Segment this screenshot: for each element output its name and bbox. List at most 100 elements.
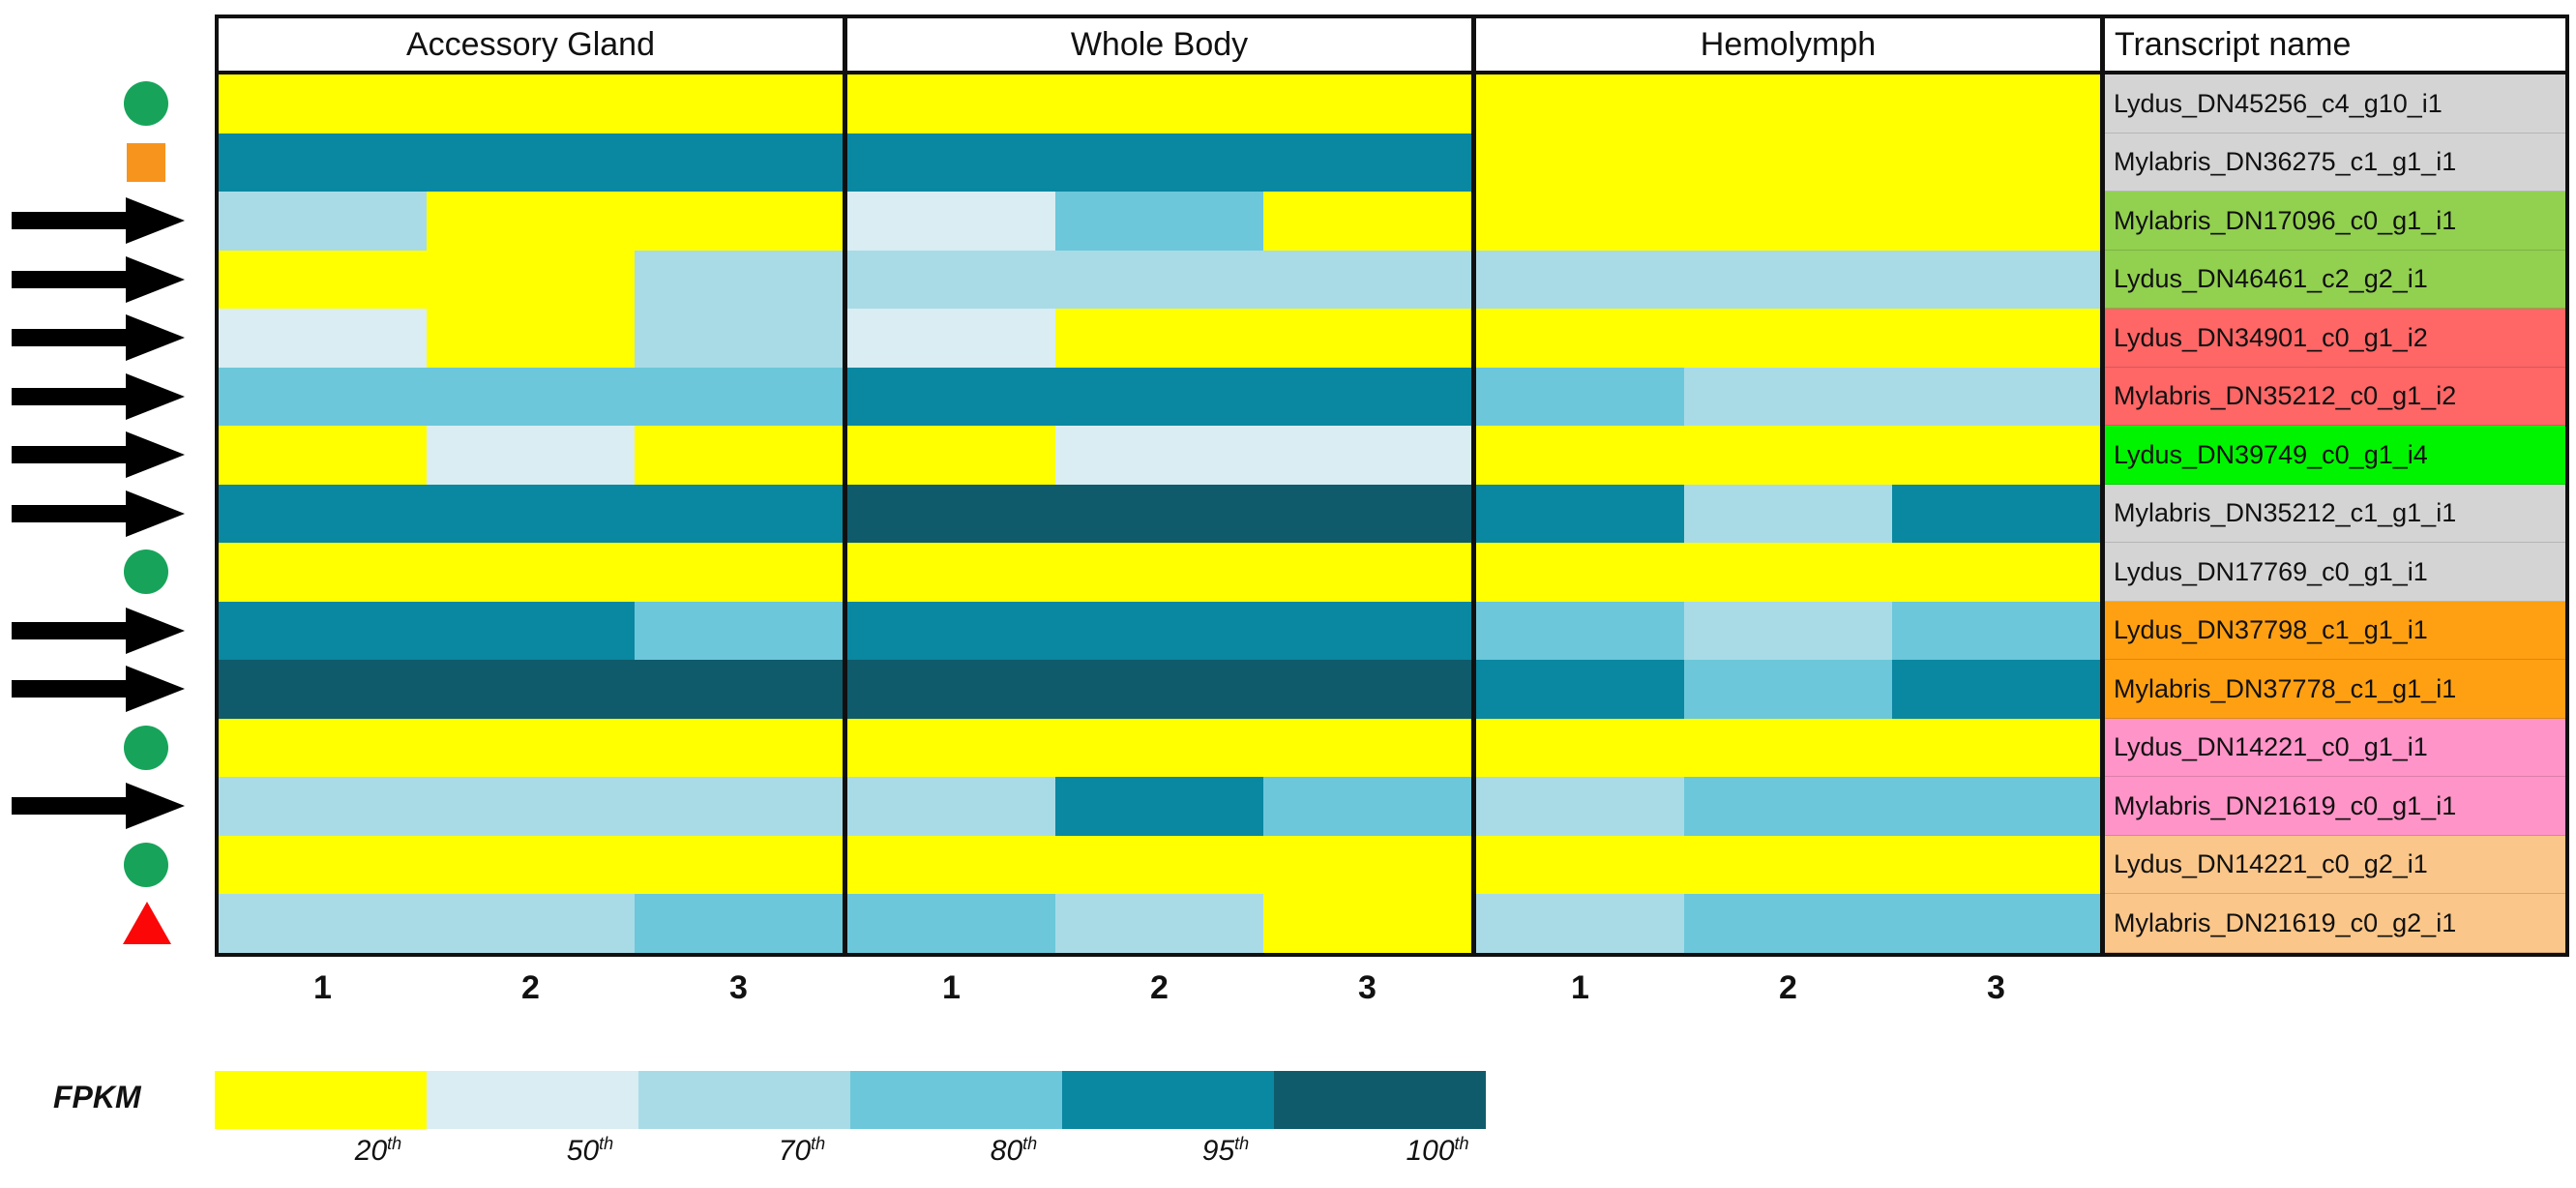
heatmap-cell	[635, 250, 843, 309]
transcript-label: Mylabris_DN35212_c0_g1_i2	[2105, 367, 2565, 426]
group-divider	[843, 543, 847, 602]
heatmap-cell	[1684, 250, 1892, 309]
group-header-hemolymph: Hemolymph	[1476, 18, 2100, 71]
heatmap-cell	[219, 250, 427, 309]
heatmap-cell	[847, 484, 1055, 543]
arrow-icon	[12, 431, 186, 484]
legend-swatch	[427, 1071, 638, 1129]
heatmap-cell	[1892, 133, 2100, 192]
heatmap-row: Lydus_DN45256_c4_g10_i1	[219, 74, 2565, 134]
heatmap-cell	[1055, 835, 1263, 894]
heatmap-cell	[1055, 660, 1263, 719]
heatmap-row: Mylabris_DN21619_c0_g1_i1	[219, 777, 2565, 836]
replicate-label: 1	[313, 969, 332, 1006]
transcript-label: Lydus_DN34901_c0_g1_i2	[2105, 309, 2565, 368]
group-divider	[2100, 660, 2105, 719]
replicate-label: 3	[729, 969, 748, 1006]
heatmap-cell	[219, 894, 427, 953]
heatmap-cell	[427, 718, 635, 777]
table-header-row: Accessory Gland Whole Body Hemolymph Tra…	[219, 18, 2565, 74]
legend-color-scale	[215, 1071, 1486, 1129]
heatmap-row: Mylabris_DN35212_c1_g1_i1	[219, 484, 2565, 543]
heatmap-cell	[1476, 367, 1684, 426]
heatmap-cell	[1055, 894, 1263, 953]
heatmap-cell	[1263, 74, 1471, 134]
replicate-label: 3	[1987, 969, 2005, 1006]
heatmap-cell	[1476, 192, 1684, 251]
heatmap-row: Mylabris_DN35212_c0_g1_i2	[219, 367, 2565, 426]
heatmap-cell	[427, 484, 635, 543]
group-divider	[2100, 18, 2105, 71]
heatmap-cell	[635, 660, 843, 719]
group-divider	[2100, 133, 2105, 192]
heatmap-cell	[1892, 660, 2100, 719]
heatmap-cell	[219, 660, 427, 719]
heatmap-cell	[1476, 309, 1684, 368]
heatmap-cell	[1892, 426, 2100, 485]
arrow-icon	[12, 665, 186, 718]
heatmap-cell	[427, 367, 635, 426]
group-divider	[2100, 192, 2105, 251]
heatmap-cell	[1684, 192, 1892, 251]
heatmap-cell	[1263, 660, 1471, 719]
heatmap-cell	[635, 133, 843, 192]
group-divider	[1471, 133, 1476, 192]
group-divider	[843, 894, 847, 953]
heatmap-cell	[635, 543, 843, 602]
replicate-label: 1	[1571, 969, 1589, 1006]
arrow-icon	[12, 490, 186, 543]
legend-percentile-label: 100th	[1406, 1134, 1469, 1167]
heatmap-cell	[1055, 133, 1263, 192]
heatmap-row: Mylabris_DN36275_c1_g1_i1	[219, 133, 2565, 192]
group-divider	[843, 835, 847, 894]
transcript-label: Mylabris_DN37778_c1_g1_i1	[2105, 660, 2565, 719]
heatmap-cell	[1055, 777, 1263, 836]
heatmap-cell	[847, 250, 1055, 309]
heatmap-cell	[219, 74, 427, 134]
heatmap-cell	[1263, 543, 1471, 602]
heatmap-cell	[1055, 601, 1263, 660]
heatmap-cell	[427, 309, 635, 368]
heatmap-cell	[1684, 777, 1892, 836]
transcript-label: Mylabris_DN17096_c0_g1_i1	[2105, 192, 2565, 251]
transcript-label: Lydus_DN45256_c4_g10_i1	[2105, 74, 2565, 134]
group-divider	[1471, 18, 1476, 71]
group-divider	[843, 192, 847, 251]
heatmap-cell	[1263, 426, 1471, 485]
heatmap-cell	[427, 660, 635, 719]
group-divider	[1471, 777, 1476, 836]
group-header-whole-body: Whole Body	[847, 18, 1471, 71]
heatmap-cell	[1684, 894, 1892, 953]
heatmap-cell	[1476, 835, 1684, 894]
heatmap-row: Lydus_DN39749_c0_g1_i4	[219, 426, 2565, 485]
heatmap-cell	[635, 484, 843, 543]
green-circle-icon	[124, 549, 168, 595]
heatmap-row: Mylabris_DN21619_c0_g2_i1	[219, 894, 2565, 953]
heatmap-cell	[1684, 367, 1892, 426]
heatmap-cell	[427, 543, 635, 602]
heatmap-row: Lydus_DN37798_c1_g1_i1	[219, 601, 2565, 660]
heatmap-row: Lydus_DN34901_c0_g1_i2	[219, 309, 2565, 368]
heatmap-cell	[1892, 777, 2100, 836]
group-divider	[843, 74, 847, 134]
group-divider	[843, 484, 847, 543]
heatmap-cell	[427, 74, 635, 134]
heatmap-cell	[1263, 309, 1471, 368]
green-circle-icon	[124, 81, 168, 127]
group-divider	[843, 426, 847, 485]
arrow-icon	[12, 372, 186, 426]
heatmap-cell	[1476, 601, 1684, 660]
legend-percentile-label: 95th	[1201, 1134, 1250, 1167]
group-divider	[843, 660, 847, 719]
group-divider	[2100, 74, 2105, 134]
heatmap-cell	[847, 133, 1055, 192]
heatmap-cell	[1892, 250, 2100, 309]
heatmap-row: Lydus_DN46461_c2_g2_i1	[219, 250, 2565, 309]
heatmap-cell	[219, 543, 427, 602]
legend-swatch	[1062, 1071, 1274, 1129]
transcript-label: Lydus_DN37798_c1_g1_i1	[2105, 601, 2565, 660]
group-divider	[843, 18, 847, 71]
heatmap-cell	[219, 777, 427, 836]
heatmap-cell	[219, 426, 427, 485]
arrow-icon	[12, 196, 186, 250]
